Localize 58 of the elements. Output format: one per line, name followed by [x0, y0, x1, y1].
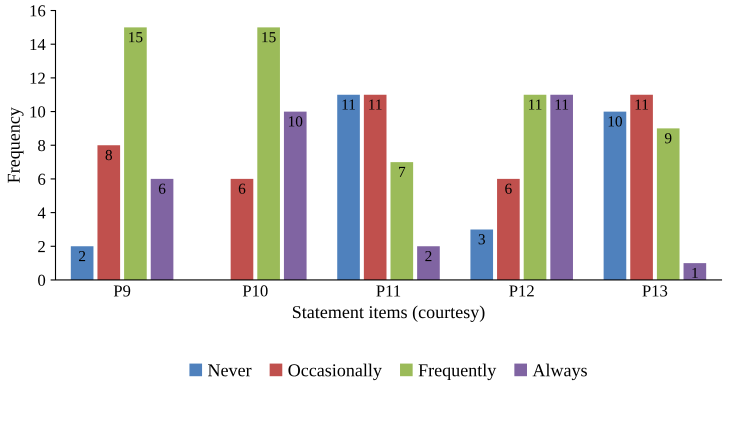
y-tick-label: 10 [30, 106, 46, 118]
bar [497, 178, 520, 280]
data-label: 2 [78, 250, 86, 262]
data-label: 15 [262, 32, 276, 42]
bar [470, 229, 494, 280]
data-label: 11 [556, 99, 568, 110]
bar [550, 94, 573, 280]
data-label: 9 [664, 133, 672, 144]
data-label: 7 [399, 166, 406, 177]
legend-label: Occasionally [288, 364, 382, 380]
y-tick-label: 16 [30, 5, 46, 16]
data-label: 11 [342, 99, 355, 110]
x-tick-label: P12 [509, 285, 534, 296]
data-label: 1 [692, 268, 698, 278]
bar [124, 27, 147, 280]
bar [524, 94, 546, 280]
y-tick-label: 4 [38, 207, 46, 218]
data-label: 11 [529, 99, 542, 110]
data-label: 8 [106, 150, 112, 160]
bar [417, 246, 440, 280]
bar [337, 94, 360, 280]
y-tick-label: 14 [30, 38, 46, 50]
y-tick-label: 6 [38, 174, 46, 185]
x-axis-title: Statement items (courtesy) [292, 305, 484, 322]
y-axis-title: Frequency [8, 107, 24, 183]
bar [604, 112, 626, 280]
data-label: 6 [158, 184, 166, 194]
y-tick-label: 0 [38, 274, 46, 286]
bar [656, 128, 680, 280]
bar [70, 246, 94, 280]
y-tick-label: 12 [30, 72, 45, 84]
data-label: 10 [288, 116, 302, 127]
data-label: 2 [425, 250, 432, 262]
bar [257, 27, 280, 280]
bar [97, 145, 120, 280]
x-tick-label: P11 [376, 285, 400, 296]
legend-label: Always [532, 364, 587, 380]
legend-label: Frequently [418, 364, 496, 380]
y-tick-label: 8 [38, 140, 46, 152]
data-label: 3 [478, 234, 485, 244]
legend-label: Never [208, 364, 252, 376]
data-label: 15 [129, 32, 142, 42]
data-label: 6 [505, 184, 512, 194]
bar [230, 178, 254, 280]
bar [630, 94, 653, 280]
data-label: 11 [369, 99, 382, 110]
x-tick-label: P13 [642, 285, 668, 297]
data-label: 6 [238, 184, 246, 194]
bar [684, 263, 706, 280]
bar [150, 178, 174, 280]
data-label: 10 [608, 116, 622, 127]
x-tick-label: P9 [114, 285, 130, 297]
bar [284, 112, 307, 280]
data-label: 11 [636, 99, 648, 110]
bar [364, 94, 386, 280]
x-tick-label: P10 [242, 285, 268, 297]
y-tick-label: 2 [38, 241, 45, 252]
bar [390, 162, 414, 280]
